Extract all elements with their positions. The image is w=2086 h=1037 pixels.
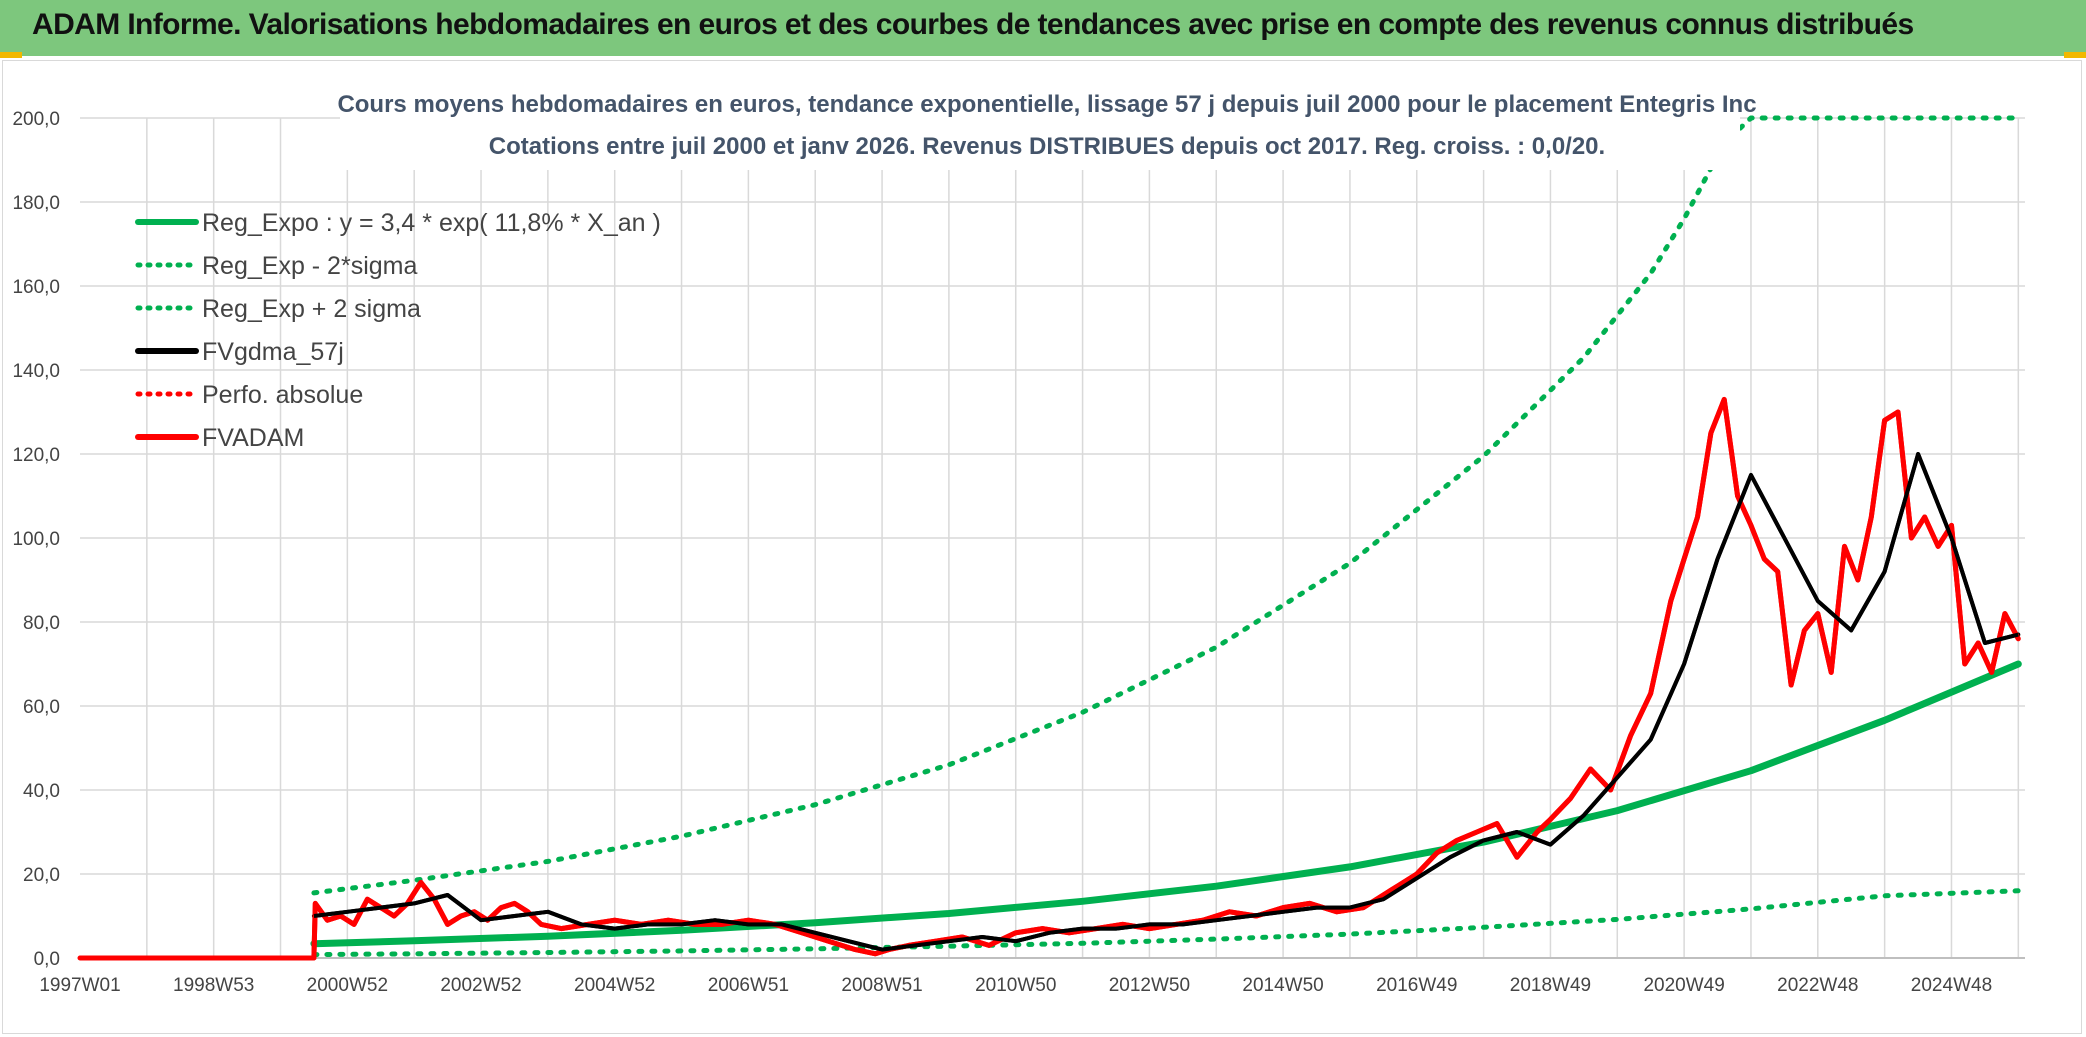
series-line-3 [311,452,2021,952]
y-tick-label: 140,0 [12,361,60,382]
x-tick-label: 2002W52 [440,975,521,996]
page-title: ADAM Informe. Valorisations hebdomadaire… [32,8,1914,41]
legend-label: Reg_Exp - 2*sigma [202,252,417,280]
series-line-0 [310,660,2022,948]
x-tick-label: 2000W52 [307,975,388,996]
x-tick-label: 2020W49 [1643,975,1724,996]
y-tick-label: 40,0 [23,781,60,802]
x-tick-label: 2024W48 [1911,975,1992,996]
legend-label: Reg_Exp + 2 sigma [202,295,421,323]
series-line-fvgdma-top [313,452,2019,952]
x-tick-label: 2022W48 [1777,975,1858,996]
y-tick-label: 120,0 [12,445,60,466]
x-tick-label: 1998W53 [173,975,254,996]
legend-label: Perfo. absolue [202,381,363,409]
legend-label: FVADAM [202,424,304,452]
y-tick-label: 20,0 [23,865,60,886]
x-tick-label: 2012W50 [1109,975,1190,996]
x-tick-label: 2004W52 [574,975,655,996]
legend-label: FVgdma_57j [202,338,344,366]
header-bar [0,0,2086,56]
x-tick-label: 2018W49 [1510,975,1591,996]
corner-accent-right [2064,52,2086,58]
corner-accent-left [0,52,22,58]
y-tick-label: 160,0 [12,277,60,298]
x-tick-label: 2006W51 [708,975,789,996]
series-line-2 [311,115,2021,896]
chart-title: Cours moyens hebdomadaires en euros, ten… [337,91,1756,118]
chart-subtitle: Cotations entre juil 2000 et janv 2026. … [489,133,1605,160]
series-line-1 [311,888,2021,958]
x-tick-label: 2016W49 [1376,975,1457,996]
axes: 0,0 20,0 40,0 60,0 80,0 100,0 120,0 140,0 160,0 1… [12,109,2025,996]
y-tick-label: 200,0 [12,109,60,130]
y-tick-label: 180,0 [12,193,60,214]
y-tick-label: 60,0 [23,697,60,718]
y-tick-label: 0,0 [34,949,60,970]
legend-label: Reg_Expo : y = 3,4 * exp( 11,8% * X_an ) [202,209,661,237]
series-group [77,115,2022,961]
x-tick-label: 2010W50 [975,975,1056,996]
grid-lines [80,117,2025,959]
x-tick-label: 1997W01 [39,975,120,996]
y-tick-label: 100,0 [12,529,60,550]
x-tick-label: 2008W51 [841,975,922,996]
series-line-fvadam-top [80,396,2021,961]
x-tick-label: 2014W50 [1242,975,1323,996]
legend: Reg_Expo : y = 3,4 * exp( 11,8% * X_an )… [135,209,661,452]
y-tick-label: 80,0 [23,613,60,634]
chart-frame [2,60,2082,1034]
title-backdrop [340,84,1740,170]
